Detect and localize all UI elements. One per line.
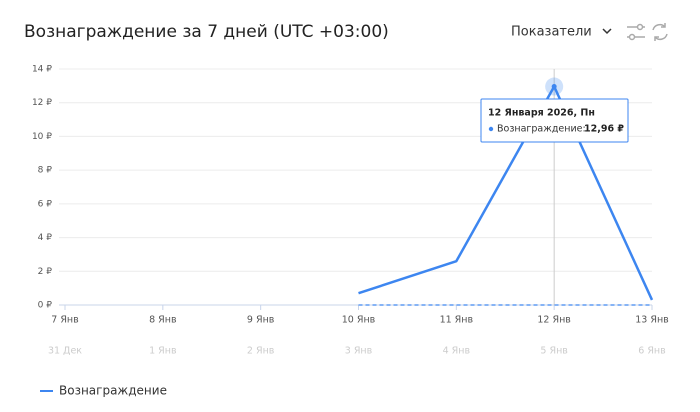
settings-icon[interactable] [627,23,645,41]
dropdown-arrow[interactable] [602,28,612,35]
x-tick-label: 11 Янв [440,315,474,326]
comparison-tick-label: 2 Янв [247,346,275,357]
tooltip-label: Вознаграждение: [497,124,586,135]
y-tick-label: 14 ₽ [32,65,52,75]
comparison-tick-label: 6 Янв [638,346,666,357]
tooltip-date: 12 Января 2026, Пн [488,108,595,119]
chart-title: Вознаграждение за 7 дней (UTC +03:00) [24,22,389,42]
comparison-tick-label: 3 Янв [345,346,373,357]
y-tick-label: 2 ₽ [38,267,53,277]
comparison-tick-label: 5 Янв [540,346,568,357]
comparison-tick-label: 31 Дек [48,346,82,357]
refresh-icon[interactable] [652,23,668,41]
tooltip-box [480,98,629,143]
tooltip-bullet [488,126,494,132]
x-tick-label: 7 Янв [51,315,79,326]
x-tick-label: 13 Янв [635,315,669,326]
hover-point [551,84,557,90]
tooltip-value: 12,96 ₽ [584,124,624,135]
series-line [358,85,654,301]
y-tick-label: 12 ₽ [32,98,52,108]
legend-label: Вознаграждение [59,384,167,398]
metrics-menu[interactable]: Показатели [511,25,592,40]
x-tick-label: 10 Янв [342,315,376,326]
y-tick-label: 4 ₽ [38,233,53,243]
x-tick-label: 8 Янв [149,315,177,326]
y-tick-label: 0 ₽ [38,301,53,311]
tooltip: 12 Января 2026, Пн Вознаграждение:12,96 ₽ [480,98,629,143]
y-tick-label: 6 ₽ [38,199,53,209]
y-tick-label: 10 ₽ [32,132,52,142]
x-tick-label: 9 Янв [247,315,275,326]
comparison-tick-label: 1 Янв [149,346,177,357]
y-tick-label: 8 ₽ [38,166,53,176]
comparison-tick-label: 4 Янв [443,346,471,357]
x-tick-label: 12 Янв [537,315,571,326]
